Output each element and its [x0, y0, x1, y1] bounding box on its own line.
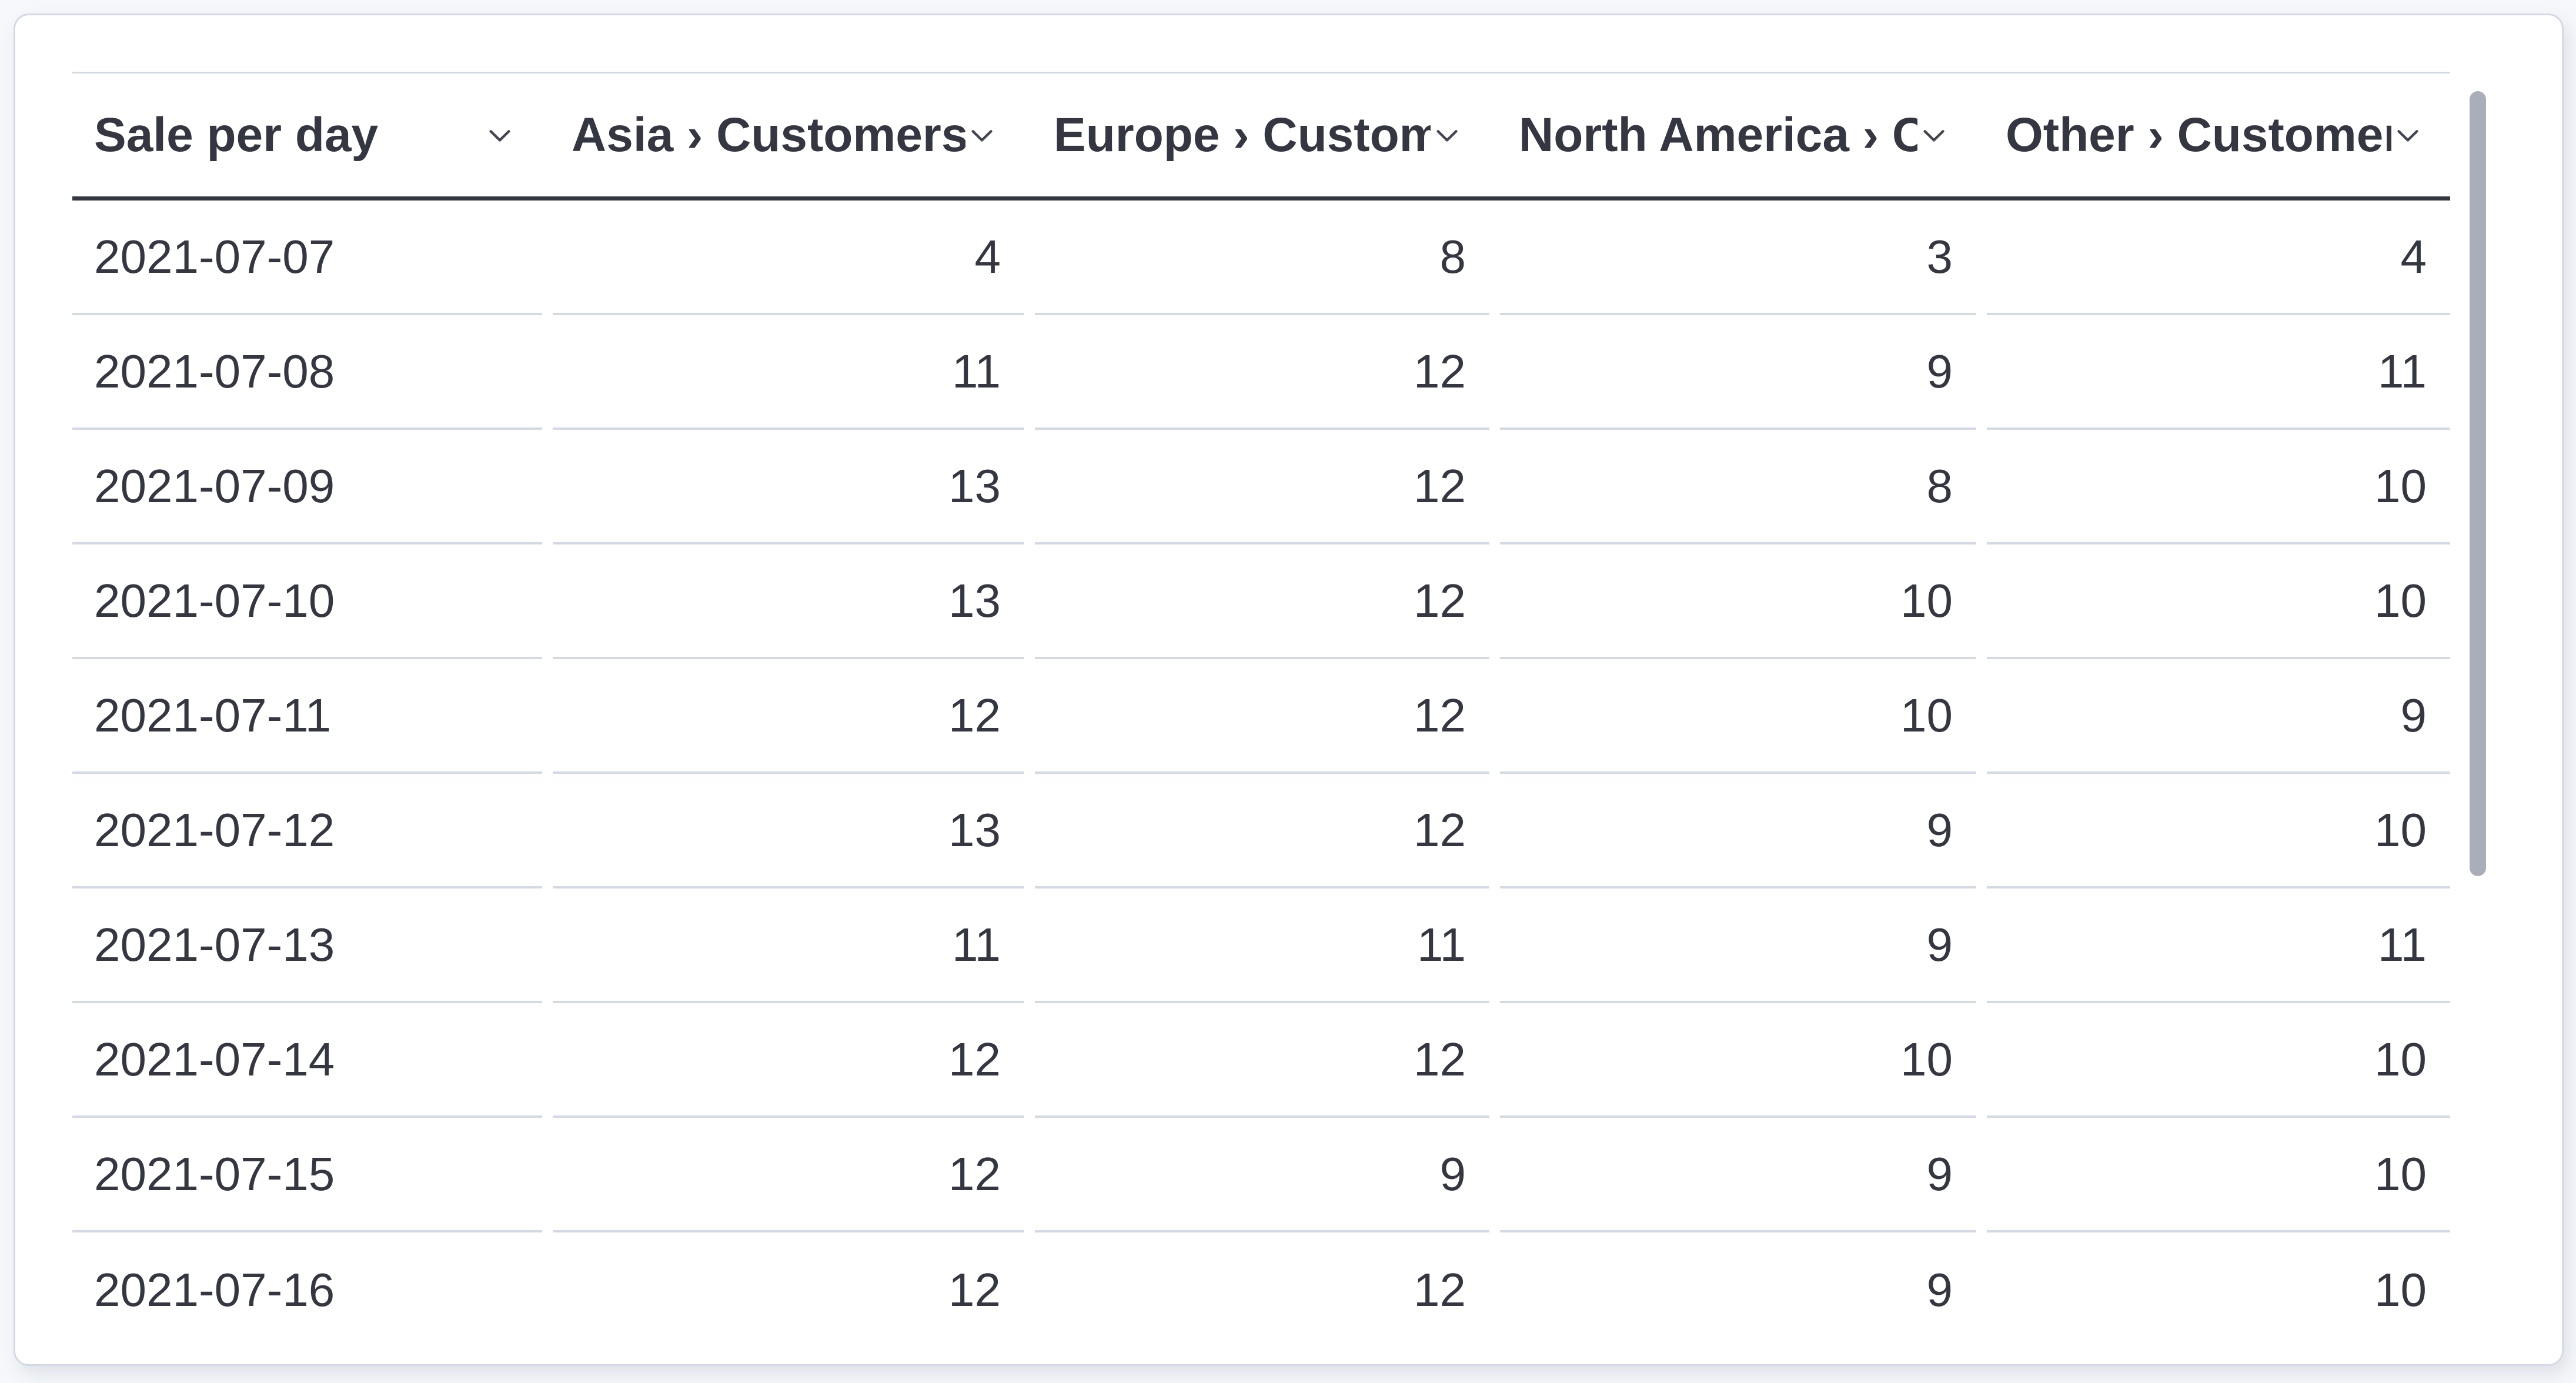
- column-header-label: Other › Customers: [2006, 108, 2391, 162]
- column-header-label: North America › Customers: [1519, 108, 1917, 162]
- table-row: 2021-07-09 13 12 8 10: [72, 430, 2450, 544]
- value-cell: 11: [1987, 315, 2450, 430]
- column-header-label: Sale per day: [94, 108, 379, 162]
- value-cell: 13: [553, 430, 1024, 544]
- table-row: 2021-07-08 11 12 9 11: [72, 315, 2450, 430]
- table-row: 2021-07-14 12 12 10 10: [72, 1003, 2450, 1118]
- value-cell: 8: [1500, 430, 1976, 544]
- date-cell: 2021-07-08: [72, 315, 542, 430]
- table-row: 2021-07-16 12 12 9 10: [72, 1232, 2450, 1347]
- chevron-down-icon[interactable]: [1431, 119, 1464, 152]
- table-row: 2021-07-11 12 12 10 9: [72, 659, 2450, 774]
- value-cell: 13: [553, 544, 1024, 659]
- chevron-down-icon[interactable]: [483, 119, 516, 152]
- value-cell: 13: [553, 774, 1024, 888]
- date-cell: 2021-07-12: [72, 774, 542, 888]
- value-cell: 9: [1500, 315, 1976, 430]
- table-header-row: Sale per day Asia › Customers Europe › C…: [72, 74, 2450, 201]
- value-cell: 12: [1035, 774, 1489, 888]
- value-cell: 12: [1035, 544, 1489, 659]
- vertical-scrollbar-thumb[interactable]: [2470, 91, 2486, 876]
- value-cell: 10: [1987, 430, 2450, 544]
- column-header-3[interactable]: North America › Customers: [1500, 74, 1976, 196]
- value-cell: 10: [1987, 774, 2450, 888]
- date-cell: 2021-07-07: [72, 201, 542, 315]
- column-header-4[interactable]: Other › Customers: [1987, 74, 2450, 196]
- column-header-label: Europe › Customers: [1054, 108, 1431, 162]
- value-cell: 10: [1987, 544, 2450, 659]
- data-grid[interactable]: Sale per day Asia › Customers Europe › C…: [72, 72, 2450, 1347]
- date-cell: 2021-07-16: [94, 1263, 335, 1316]
- value-cell: 11: [1987, 888, 2450, 1003]
- value-cell: 4: [1987, 201, 2450, 315]
- column-header-1[interactable]: Asia › Customers: [553, 74, 1024, 196]
- table-row: 2021-07-13 11 11 9 11: [72, 888, 2450, 1003]
- date-cell: 2021-07-10: [72, 544, 542, 659]
- value-cell: 11: [1035, 888, 1489, 1003]
- column-header-2[interactable]: Europe › Customers: [1035, 74, 1489, 196]
- value-cell: 12: [1035, 315, 1489, 430]
- value-cell: 10: [1500, 659, 1976, 774]
- value-cell: 9: [1500, 888, 1976, 1003]
- value-cell: 9: [1500, 774, 1976, 888]
- value-cell: 9: [1987, 659, 2450, 774]
- value-cell: 9: [1500, 1118, 1976, 1232]
- value-cell: 12: [553, 1003, 1024, 1118]
- value-cell: 8: [1035, 201, 1489, 315]
- value-cell: 12: [1035, 659, 1489, 774]
- value-cell: 12: [553, 659, 1024, 774]
- value-cell: 12: [948, 1263, 1001, 1316]
- value-cell: 3: [1500, 201, 1976, 315]
- table-panel: Sale per day Asia › Customers Europe › C…: [14, 14, 2564, 1366]
- value-cell: 10: [1987, 1118, 2450, 1232]
- table-row: 2021-07-15 12 9 9 10: [72, 1118, 2450, 1232]
- column-header-label: Asia › Customers: [572, 108, 965, 162]
- value-cell: 12: [1414, 1263, 1466, 1316]
- chevron-down-icon[interactable]: [1917, 119, 1950, 152]
- value-cell: 11: [553, 315, 1024, 430]
- chevron-down-icon[interactable]: [965, 119, 998, 152]
- column-header-0[interactable]: Sale per day: [72, 74, 542, 196]
- value-cell: 9: [1926, 1263, 1953, 1316]
- date-cell: 2021-07-13: [72, 888, 542, 1003]
- value-cell: 4: [553, 201, 1024, 315]
- date-cell: 2021-07-09: [72, 430, 542, 544]
- value-cell: 11: [553, 888, 1024, 1003]
- date-cell: 2021-07-11: [72, 659, 542, 774]
- value-cell: 10: [1500, 544, 1976, 659]
- table-row: 2021-07-10 13 12 10 10: [72, 544, 2450, 659]
- value-cell: 12: [553, 1118, 1024, 1232]
- table-body: 2021-07-07 4 8 3 4 2021-07-08 11 12 9 11 2021-07-0…: [72, 201, 2450, 1347]
- chevron-down-icon[interactable]: [2391, 119, 2424, 152]
- date-cell: 2021-07-15: [72, 1118, 542, 1232]
- date-cell: 2021-07-14: [72, 1003, 542, 1118]
- table-row: 2021-07-07 4 8 3 4: [72, 201, 2450, 315]
- value-cell: 9: [1035, 1118, 1489, 1232]
- value-cell: 12: [1035, 430, 1489, 544]
- value-cell: 10: [1987, 1003, 2450, 1118]
- value-cell: 10: [2374, 1263, 2427, 1316]
- value-cell: 12: [1035, 1003, 1489, 1118]
- table-row: 2021-07-12 13 12 9 10: [72, 774, 2450, 888]
- value-cell: 10: [1500, 1003, 1976, 1118]
